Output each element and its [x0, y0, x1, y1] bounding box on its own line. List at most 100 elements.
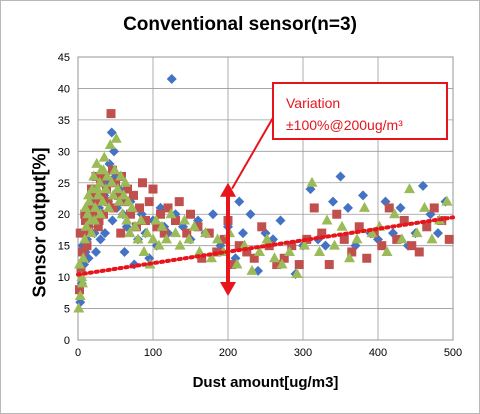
data-point-square [85, 203, 95, 213]
data-point-triangle [121, 214, 133, 225]
x-tick-label: 300 [294, 347, 312, 359]
data-point-triangle [135, 214, 147, 225]
callout-line-2: ±100%@200ug/m³ [286, 117, 403, 133]
data-point-square [362, 253, 372, 263]
data-point-square [219, 234, 229, 244]
data-point-triangle [92, 183, 103, 194]
data-point-triangle [206, 252, 217, 263]
data-point-diamond [245, 209, 256, 220]
data-point-triangle [344, 252, 355, 263]
y-tick-label: 0 [64, 335, 70, 347]
data-point-diamond [335, 171, 346, 182]
data-point-square [144, 197, 154, 207]
data-point-square [90, 190, 99, 200]
data-point-square [287, 241, 297, 251]
callout-line-1: Variation [286, 95, 341, 111]
data-point-square [392, 234, 402, 244]
chart-title: Conventional sensor(n=3) [123, 14, 357, 35]
data-point-square [234, 241, 244, 251]
data-point-triangle [74, 289, 86, 300]
data-point-triangle [97, 195, 109, 206]
data-point-triangle [110, 132, 122, 143]
data-point-square [332, 209, 342, 219]
data-point-triangle [359, 201, 370, 212]
data-point-triangle [98, 164, 109, 175]
data-point-triangle [104, 139, 116, 150]
data-point-square [182, 228, 192, 238]
data-point-triangle [351, 233, 363, 244]
data-point-triangle [170, 227, 181, 238]
data-point-square [407, 241, 417, 251]
data-point-square [111, 178, 120, 188]
data-point-triangle [284, 245, 295, 256]
data-point-square [429, 203, 439, 213]
data-point-square [93, 197, 102, 207]
data-point-triangle [426, 233, 438, 244]
data-point-triangle [101, 170, 113, 181]
data-point-diamond [166, 74, 177, 85]
data-point-triangle [141, 227, 153, 238]
data-point-square [279, 253, 289, 263]
data-point-triangle [381, 245, 393, 256]
data-point-triangle [165, 208, 177, 219]
data-point-triangle [89, 201, 101, 212]
data-point-diamond [418, 180, 428, 191]
x-axis-label: Dust amount[ug/m3] [192, 374, 339, 391]
data-point-triangle [118, 189, 130, 200]
data-point-square [114, 190, 123, 200]
data-point-diamond [320, 240, 331, 251]
data-point-diamond [238, 228, 248, 239]
data-point-triangle [188, 220, 200, 231]
data-point-triangle [321, 214, 333, 225]
data-point-diamond [328, 196, 338, 207]
data-point-triangle [329, 239, 340, 250]
data-point-square [76, 266, 86, 276]
data-point-triangle [183, 233, 195, 244]
data-point-triangle [153, 239, 165, 250]
data-point-triangle [132, 233, 144, 244]
data-point-triangle [212, 233, 223, 244]
y-tick-label: 25 [58, 178, 70, 190]
data-point-triangle [106, 176, 118, 187]
data-point-square [129, 190, 138, 200]
data-point-diamond [107, 215, 118, 226]
data-point-square [204, 228, 214, 238]
data-point-square [339, 234, 349, 244]
data-point-diamond [119, 246, 130, 257]
callout-pointer [231, 115, 275, 190]
data-point-triangle [89, 214, 100, 225]
data-point-square [174, 197, 184, 207]
y-tick-label: 30 [58, 146, 70, 158]
data-point-triangle [336, 220, 348, 231]
data-point-square [108, 203, 118, 213]
data-point-triangle [269, 252, 280, 263]
data-point-square [152, 222, 162, 232]
data-point-triangle [86, 227, 97, 238]
data-point-square [257, 222, 267, 232]
data-point-triangle [396, 233, 408, 244]
data-point-square [324, 260, 334, 270]
data-point-diamond [275, 215, 286, 226]
data-point-square [93, 222, 103, 232]
data-point-triangle [147, 233, 159, 244]
data-point-diamond [106, 127, 117, 138]
data-point-square [75, 285, 84, 295]
data-point-triangle [404, 183, 415, 194]
data-point-triangle [156, 220, 168, 231]
data-point-triangle [150, 214, 162, 225]
data-point-triangle [73, 302, 85, 313]
data-point-square [106, 109, 116, 119]
data-point-triangle [389, 208, 400, 219]
data-point-triangle [124, 227, 136, 238]
data-point-square [317, 228, 327, 238]
data-point-square [156, 209, 165, 219]
trend-line [76, 215, 455, 277]
data-point-square [377, 241, 387, 251]
data-point-triangle [314, 245, 325, 256]
data-point-square [103, 197, 113, 207]
data-point-square [171, 216, 180, 226]
data-point-square [347, 247, 357, 257]
data-point-square [97, 190, 107, 200]
data-point-triangle [113, 195, 125, 206]
